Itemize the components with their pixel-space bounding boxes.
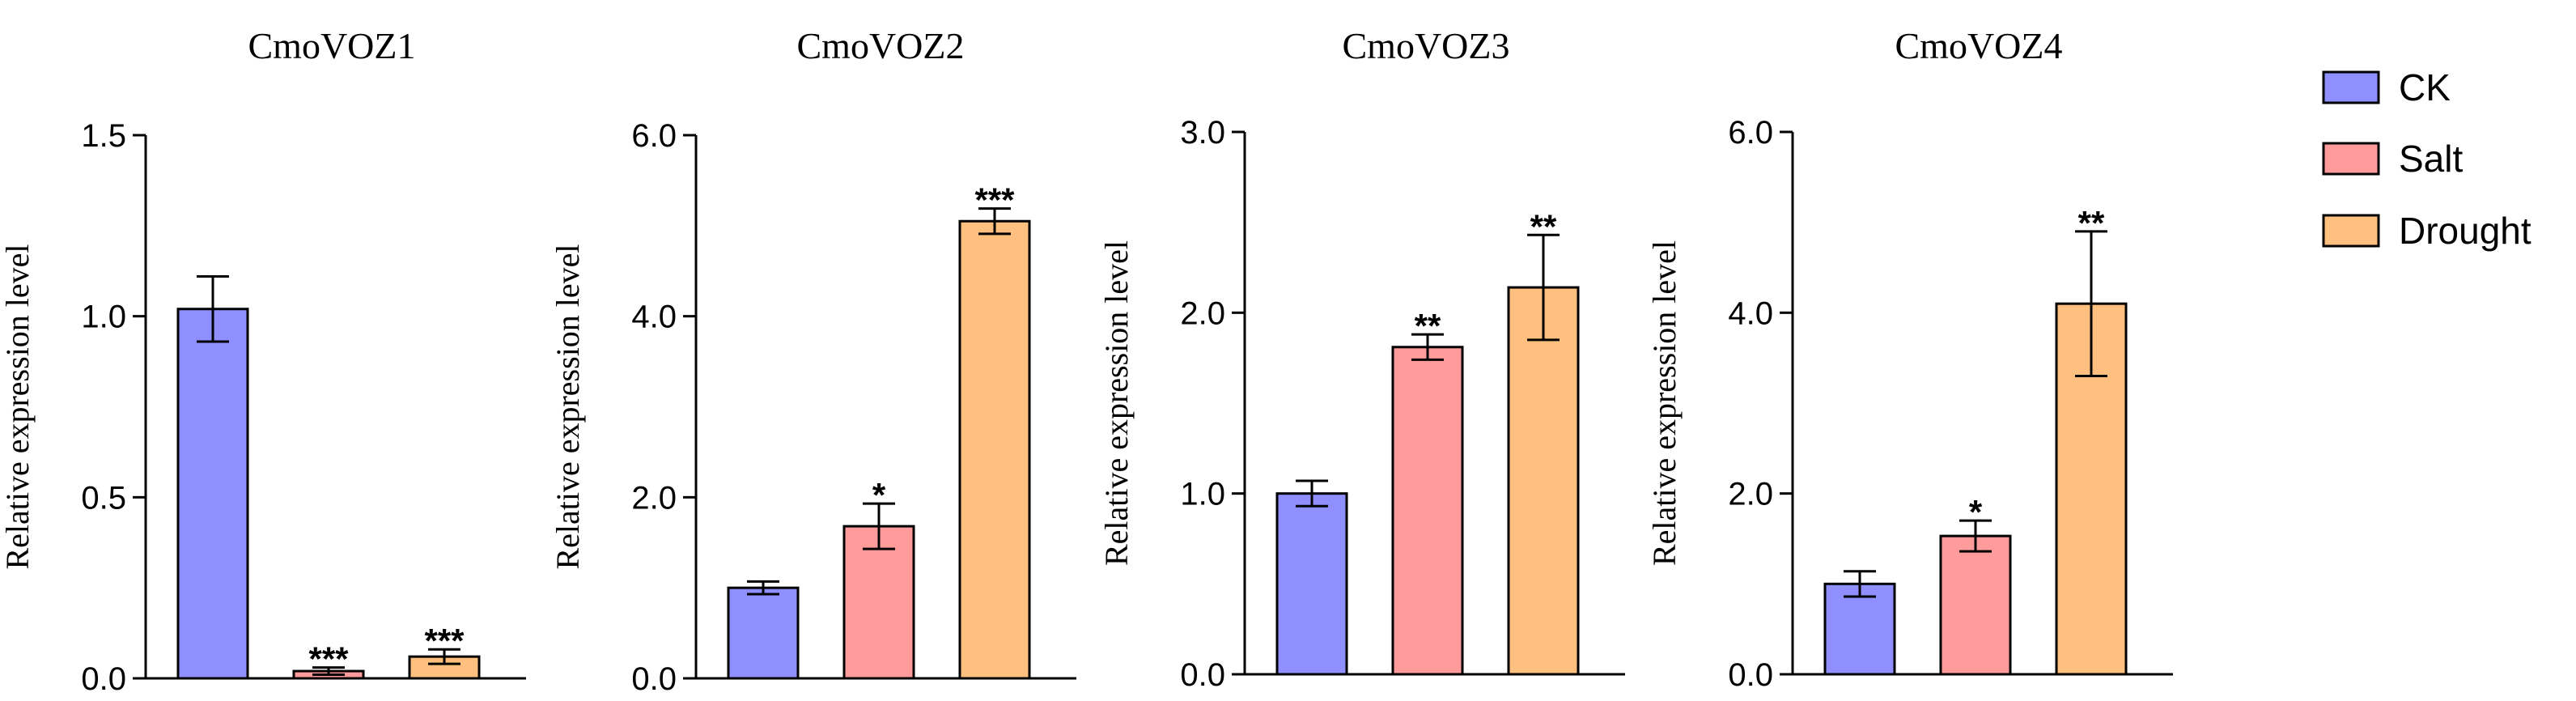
y-tick-label: 0.0 (1728, 657, 1773, 693)
bar-salt (842, 525, 915, 680)
bar-salt (1391, 346, 1464, 676)
significance-label: *** (308, 640, 349, 678)
error-bar-drought (2075, 230, 2107, 377)
legend-label-ck: CK (2399, 66, 2451, 108)
y-tick-label: 2.0 (631, 480, 677, 516)
chart-title: CmoVOZ1 (248, 25, 416, 66)
significance-label: *** (424, 622, 465, 660)
bar-ck (1275, 492, 1348, 676)
bar-drought (958, 219, 1031, 680)
significance-label: *** (974, 181, 1015, 219)
y-tick-label: 0.5 (81, 480, 126, 516)
significance-label: ** (2078, 204, 2105, 242)
bar-ck (727, 586, 800, 680)
error-bar-ck (747, 580, 779, 596)
y-tick-label: 6.0 (1728, 115, 1773, 151)
y-axis-label: Relative expression level (550, 244, 586, 569)
error-bar-salt (1411, 333, 1444, 361)
error-bar-drought (1527, 233, 1560, 342)
chart-panel-1: CmoVOZ1 Relative expression level 0.0 0.5 1.… (0, 25, 526, 697)
chart-title: CmoVOZ4 (1895, 25, 2063, 66)
legend-swatch-drought (2322, 214, 2380, 248)
y-axis-label: Relative expression level (1098, 240, 1135, 566)
y-tick-label: 3.0 (1180, 115, 1225, 151)
error-bar-ck (197, 274, 229, 343)
y-tick-label: 1.0 (81, 300, 126, 335)
error-bar-drought (978, 207, 1011, 236)
y-tick-label: 2.0 (1180, 295, 1225, 331)
bar-ck (176, 308, 249, 680)
y-tick-label: 1.0 (1180, 477, 1225, 512)
error-bar-salt (312, 666, 345, 677)
legend-swatch-ck (2322, 70, 2380, 104)
significance-label: ** (1415, 307, 1441, 345)
y-tick-label: 0.0 (631, 661, 677, 697)
y-axis-label: Relative expression level (0, 244, 36, 569)
chart-title: CmoVOZ3 (1343, 25, 1510, 66)
y-axis-label: Relative expression level (1646, 240, 1683, 566)
chart-panel-4: CmoVOZ4 Relative expression level 0.0 2.0 4.… (1646, 25, 2173, 693)
y-tick-label: 6.0 (631, 118, 677, 154)
bar-salt (1939, 534, 2012, 676)
error-bar-salt (1959, 519, 1992, 553)
error-bar-ck (1296, 479, 1328, 508)
y-tick-label: 0.0 (81, 661, 126, 697)
y-tick-label: 0.0 (1180, 657, 1225, 693)
significance-label: ** (1530, 207, 1557, 245)
chart-title: CmoVOZ2 (797, 25, 965, 66)
error-bar-salt (863, 502, 895, 550)
error-bar-ck (1844, 570, 1876, 598)
y-tick-label: 2.0 (1728, 477, 1773, 512)
legend-label-drought: Drought (2399, 210, 2531, 252)
y-tick-label: 4.0 (1728, 295, 1773, 331)
significance-label: * (872, 476, 886, 514)
legend-swatch-salt (2322, 142, 2380, 176)
y-tick-label: 4.0 (631, 300, 677, 335)
legend-label-salt: Salt (2399, 138, 2463, 180)
legend: CK Salt Drought (2322, 66, 2531, 252)
bar-drought (1507, 286, 1580, 676)
chart-panel-3: CmoVOZ3 Relative expression level 0.0 1.0 2.… (1098, 25, 1625, 693)
chart-panel-2: CmoVOZ2 Relative expression level 0.0 2.0 4.… (550, 25, 1076, 697)
bar-ck (1823, 582, 1896, 676)
significance-label: * (1969, 493, 1983, 531)
y-tick-label: 1.5 (81, 118, 126, 154)
error-bar-drought (428, 648, 460, 665)
